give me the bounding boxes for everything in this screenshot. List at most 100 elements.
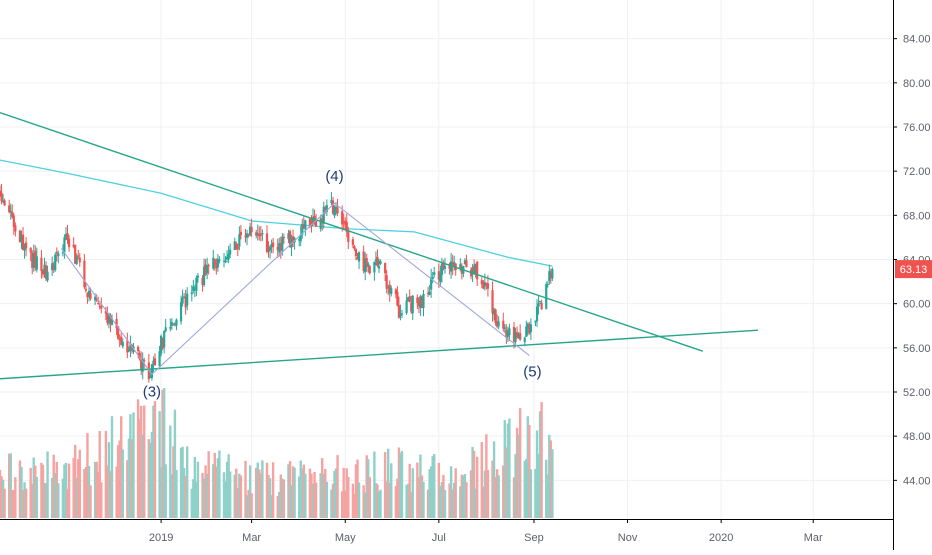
candle-body [100,305,103,309]
candle-body [95,297,98,301]
volume-bar [538,411,542,518]
volume-bar [433,454,436,518]
volume-bar [120,416,123,518]
volume-bar [12,490,16,518]
candle-body [494,309,497,323]
volume-bar [235,468,238,518]
volume-bar [11,489,14,518]
candle-body [64,234,68,237]
candle-body [173,323,177,325]
volume-bar [290,485,293,518]
candle-body [519,333,522,340]
candle-body [529,324,532,333]
volume-bar [333,471,336,518]
candle-body [250,227,253,233]
volume-bar [357,482,361,518]
candle-body [161,337,164,349]
volume-bar [386,448,390,518]
volume-bar [57,483,60,518]
volume-bar [428,469,431,518]
price-tick-label: 76.00 [903,122,931,134]
volume-bar [417,477,421,518]
volume-bar [44,483,48,518]
volume-bar [529,469,533,518]
volume-bar [293,467,296,518]
volume-bar [410,492,413,518]
candle-body [120,336,123,345]
candle-body [143,360,146,362]
candle-body [233,241,236,251]
volume-bar [98,431,101,518]
volume-bar [118,440,121,518]
candle-body [291,236,295,244]
candle-body [301,223,304,235]
volume-bar [170,474,174,518]
candle-body [502,320,505,329]
volume-bar [115,466,118,518]
volume-bar [373,451,376,518]
candle-body [0,192,3,201]
candle-body [480,280,483,285]
volume-bar [18,460,22,518]
volume-bar [238,473,241,518]
candle-body [496,321,499,327]
volume-bar [396,478,399,518]
candle-body [202,266,206,286]
volume-bar [276,495,279,518]
volume-bar [52,454,55,518]
candle-body [322,206,325,224]
candle-body [377,266,381,269]
volume-bar [95,461,98,518]
candle-body [196,275,200,278]
candle-body [540,302,543,310]
candle-body [75,255,78,264]
candle-body [206,264,209,274]
candle-body [482,281,485,289]
candle-body [89,293,92,299]
volume-bar [394,486,398,518]
volume-bar [132,412,135,518]
candle-body [31,252,34,268]
price-tick-label: 48.00 [903,431,931,443]
candle-body [385,275,388,289]
candle-body [420,297,424,306]
volume-bar [106,465,109,518]
volume-bar [204,465,207,518]
candle-body [163,330,166,348]
candle-body [224,261,227,263]
candle-body [21,234,25,251]
volume-bar [442,474,445,518]
volume-bar [32,457,35,518]
candle-body [368,266,371,274]
descending-trendline [0,111,703,352]
candle-body [267,249,270,252]
candle-body [430,277,433,290]
candle-body [225,256,229,260]
volume-bar [351,483,355,518]
candle-body [141,359,144,372]
candle-body [344,220,347,225]
candle-body [193,288,196,290]
moving-average [0,159,553,267]
candle-body [190,292,193,295]
volume-bar [158,411,161,518]
volume-bar [104,430,108,518]
volume-bar [278,491,281,518]
candle-body [8,205,11,213]
time-tick-label: 2020 [709,532,733,544]
candle-body [249,226,252,236]
candle-body [341,211,344,225]
volume-bar [228,471,232,518]
candle-body [319,218,322,229]
candle-body [448,263,451,269]
volume-bar [475,456,479,518]
price-tick-label: 80.00 [903,78,931,90]
volume-bar [314,482,318,518]
candle-body [505,329,508,338]
candle-body [439,274,442,283]
volume-bar [218,450,221,518]
candle-body [29,247,32,253]
volume-bar [451,489,454,518]
